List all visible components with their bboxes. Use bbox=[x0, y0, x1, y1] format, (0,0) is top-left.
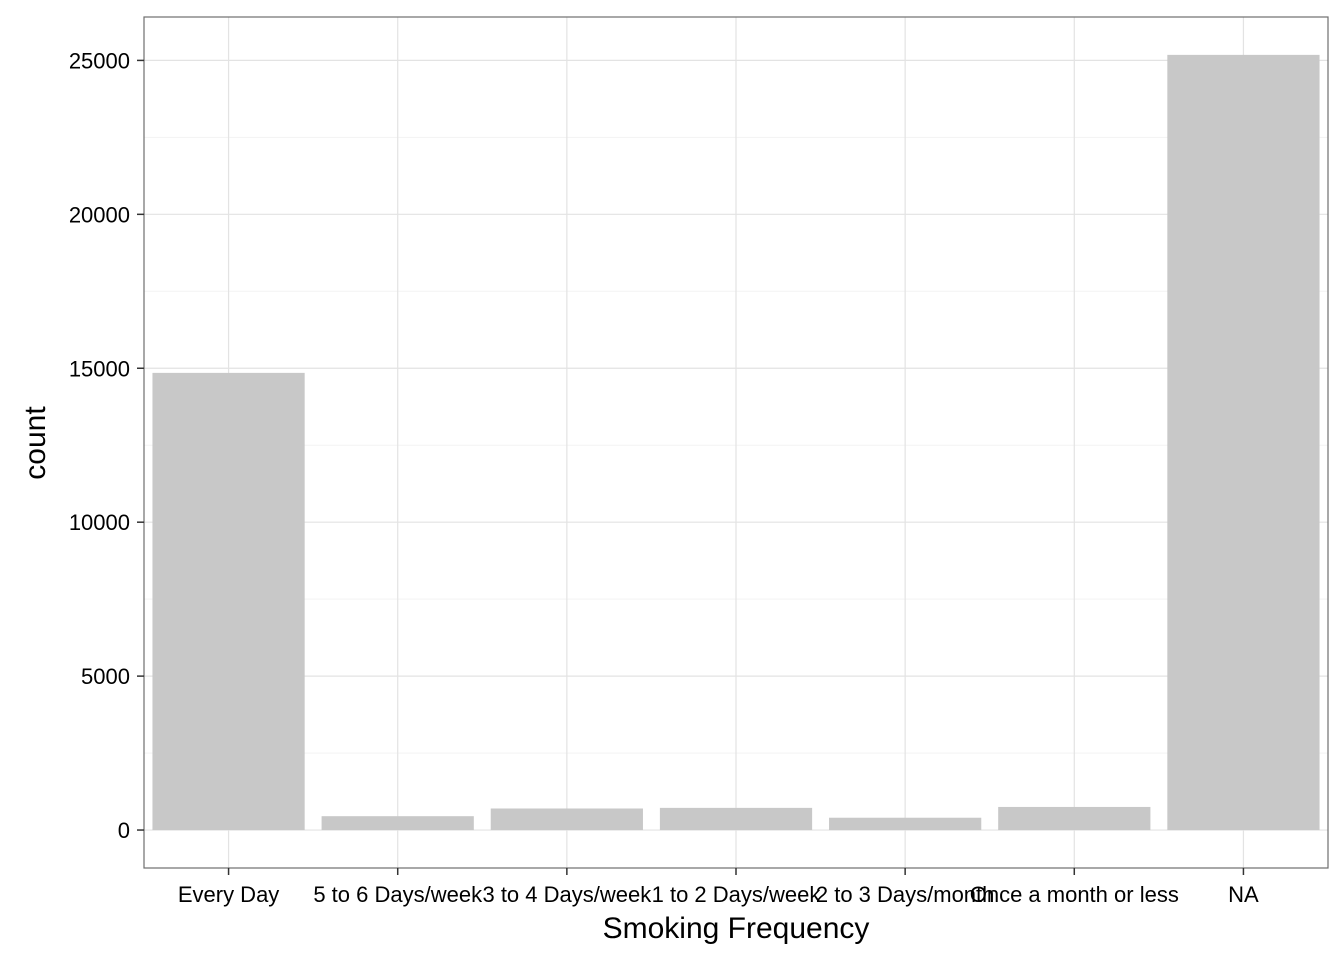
x-tick-label: Every Day bbox=[178, 882, 279, 907]
y-axis-ticks: 0 5000 10000 15000 20000 25000 bbox=[69, 48, 144, 843]
x-tick-label: 3 to 4 Days/week bbox=[482, 882, 652, 907]
major-gridlines bbox=[144, 17, 1328, 868]
bar bbox=[659, 807, 813, 831]
y-tick-label: 25000 bbox=[69, 48, 130, 73]
x-tick-label: 2 to 3 Days/month bbox=[816, 882, 995, 907]
y-tick-label: 5000 bbox=[81, 664, 130, 689]
y-tick-label: 0 bbox=[118, 818, 130, 843]
x-tick-label: NA bbox=[1228, 882, 1259, 907]
x-tick-label: Once a month or less bbox=[970, 882, 1179, 907]
y-tick-label: 10000 bbox=[69, 510, 130, 535]
bar bbox=[998, 806, 1151, 831]
x-tick-label: 1 to 2 Days/week bbox=[652, 882, 822, 907]
bars bbox=[152, 54, 1320, 831]
bar bbox=[321, 816, 474, 831]
y-tick-label: 20000 bbox=[69, 202, 130, 227]
y-axis-title: count bbox=[19, 406, 52, 480]
x-axis-title: Smoking Frequency bbox=[603, 912, 870, 945]
bar bbox=[152, 372, 305, 831]
x-tick-label: 5 to 6 Days/week bbox=[313, 882, 483, 907]
y-tick-label: 15000 bbox=[69, 356, 130, 381]
x-axis-ticks: Every Day 5 to 6 Days/week 3 to 4 Days/wee… bbox=[178, 868, 1259, 907]
bar bbox=[490, 808, 643, 831]
bar bbox=[829, 817, 982, 831]
bar bbox=[1167, 54, 1320, 831]
